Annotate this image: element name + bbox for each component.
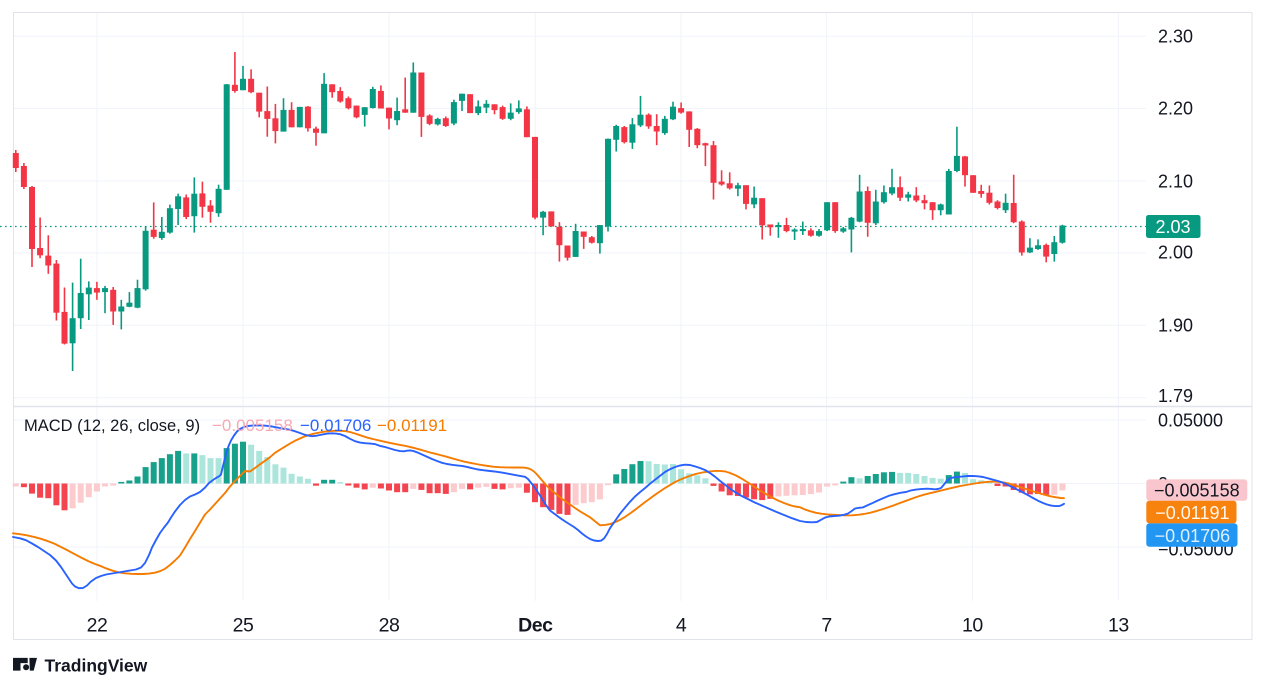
svg-text:0.05000: 0.05000	[1158, 410, 1223, 430]
svg-text:1.90: 1.90	[1158, 316, 1193, 336]
svg-text:10: 10	[962, 615, 983, 637]
svg-text:Dec: Dec	[518, 615, 553, 637]
svg-text:25: 25	[233, 615, 254, 637]
svg-text:2.10: 2.10	[1158, 171, 1193, 191]
svg-text:−0.01706: −0.01706	[300, 416, 371, 435]
svg-text:7: 7	[821, 615, 831, 637]
svg-text:2.30: 2.30	[1158, 27, 1193, 47]
svg-text:28: 28	[379, 615, 400, 637]
svg-text:−0.01706: −0.01706	[1155, 526, 1231, 546]
svg-text:−0.01191: −0.01191	[377, 416, 447, 435]
svg-text:2.00: 2.00	[1158, 242, 1193, 262]
svg-text:1.79: 1.79	[1158, 386, 1193, 406]
svg-text:MACD (12, 26, close, 9): MACD (12, 26, close, 9)	[24, 417, 200, 435]
svg-text:−0.005158: −0.005158	[1154, 481, 1240, 501]
svg-text:13: 13	[1108, 615, 1129, 637]
svg-text:−0.01191: −0.01191	[1155, 503, 1229, 523]
svg-text:22: 22	[87, 615, 108, 637]
svg-text:2.20: 2.20	[1158, 99, 1193, 119]
svg-text:TradingView: TradingView	[45, 656, 148, 676]
svg-text:−0.005158: −0.005158	[212, 416, 293, 435]
svg-text:2.03: 2.03	[1155, 217, 1190, 237]
svg-text:4: 4	[676, 615, 687, 637]
